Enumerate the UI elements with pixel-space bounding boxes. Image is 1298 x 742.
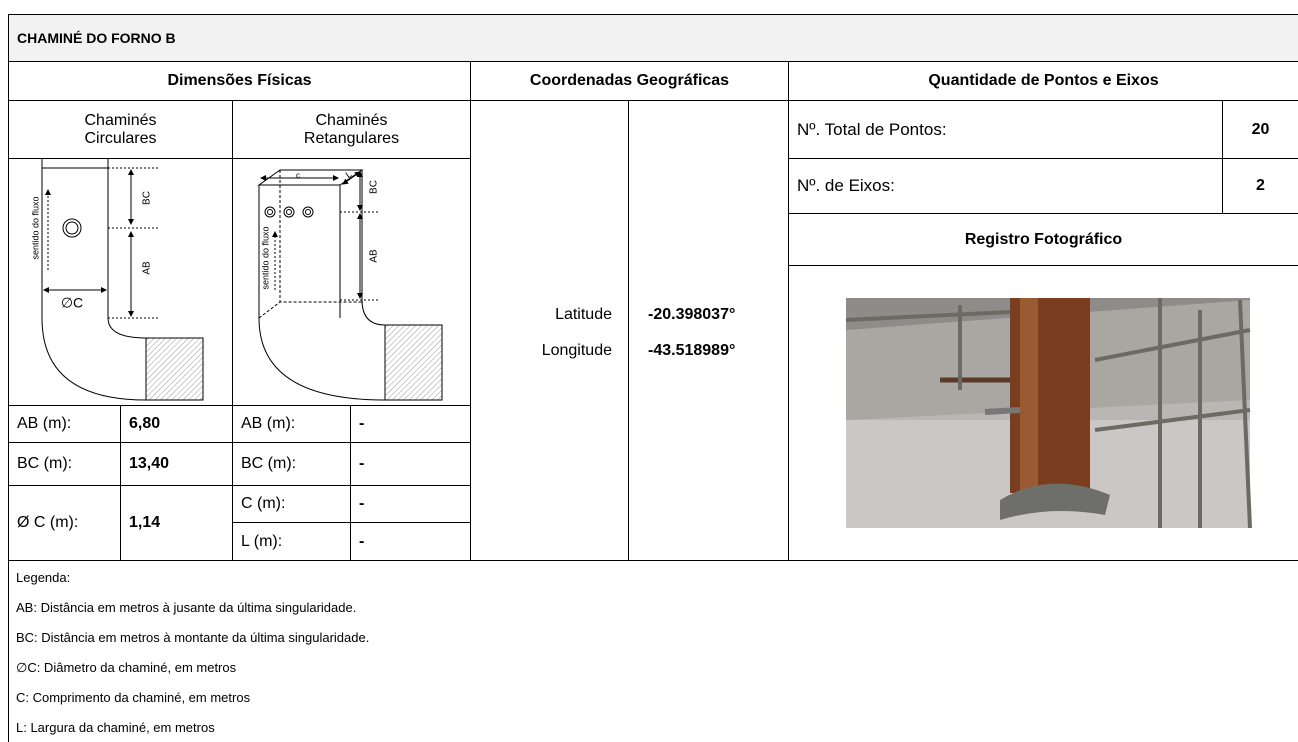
value-cell: 6,80 [120, 405, 233, 443]
value-cell-text: 20 [1251, 120, 1270, 138]
value-cell: 2 [1222, 158, 1298, 214]
label-cell: AB (m): [8, 405, 121, 443]
value-cell: 13,40 [120, 442, 233, 486]
legend-item-text: BC: Distância em metros à montante da úl… [16, 630, 370, 645]
value-cell-text: 13,40 [129, 455, 170, 472]
value-cell-text: 6,80 [129, 415, 161, 432]
value-cell-text: - [359, 495, 365, 512]
diagram-cell [232, 158, 471, 406]
coord-label-text: Longitude [541, 342, 612, 359]
title-text: CHAMINÉ DO FORNO B [17, 30, 176, 46]
coord-value: -43.518989° [648, 342, 735, 360]
coord-value-text: -43.518989° [648, 342, 736, 359]
coord-cell [470, 100, 629, 561]
label-cell-text: Nº. Total de Pontos: [797, 119, 947, 139]
value-cell: - [350, 442, 471, 486]
legend-box [8, 560, 1298, 742]
value-cell: 20 [1222, 100, 1298, 159]
label-cell-text: Nº. de Eixos: [797, 176, 895, 195]
label-cell-text: AB (m): [241, 415, 296, 432]
coord-label: Latitude [555, 306, 612, 324]
label-cell-text: C (m): [241, 495, 286, 512]
legend-item-text: C: Comprimento da chaminé, em metros [16, 690, 251, 705]
legend-item-text: AB: Distância em metros à jusante da últ… [16, 600, 357, 615]
coord-value: -20.398037° [648, 306, 735, 324]
coord-label: Longitude [542, 342, 612, 360]
coord-cell [628, 100, 789, 561]
value-cell: - [350, 522, 471, 561]
value-cell-text: 1,14 [129, 514, 161, 531]
label-cell: Ø C (m): [8, 485, 121, 561]
section-header: Dimensões Físicas [8, 61, 471, 101]
section-header: Quantidade de Pontos e Eixos [788, 61, 1298, 101]
title: CHAMINÉ DO FORNO B [8, 14, 1298, 62]
subheader: Chaminés Retangulares [232, 100, 471, 159]
legend-item: L: Largura da chaminé, em metros [16, 720, 215, 735]
label-cell: BC (m): [232, 442, 351, 486]
subheader-text: Chaminés Retangulares [303, 111, 400, 147]
value-cell: - [350, 405, 471, 443]
legend-item-text: L: Largura da chaminé, em metros [16, 720, 215, 735]
subheader: Chaminés Circulares [8, 100, 233, 159]
section-header-text: Quantidade de Pontos e Eixos [928, 72, 1159, 89]
label-cell: C (m): [232, 485, 351, 523]
legend-item-text: ∅C: Diâmetro da chaminé, em metros [16, 660, 237, 675]
value-cell: - [350, 485, 471, 523]
label-cell-text: BC (m): [241, 455, 297, 472]
legend-item: C: Comprimento da chaminé, em metros [16, 690, 250, 705]
section-header: Coordenadas Geográficas [470, 61, 789, 101]
label-cell-text: Ø C (m): [17, 514, 79, 531]
coord-label-text: Latitude [555, 306, 612, 323]
label-cell: Nº. de Eixos: [788, 158, 1223, 214]
legend-item: ∅C: Diâmetro da chaminé, em metros [16, 660, 236, 676]
value-cell-text: 2 [1256, 177, 1265, 194]
value-cell-text: - [359, 532, 365, 550]
section-header-text: Dimensões Físicas [167, 72, 312, 89]
label-cell: AB (m): [232, 405, 351, 443]
value-cell-text: - [359, 415, 365, 432]
section-header-text: Coordenadas Geográficas [529, 72, 730, 89]
subheader-text: Chaminés Circulares [84, 111, 157, 147]
photo-header-text: Registro Fotográfico [964, 230, 1123, 248]
coord-value-text: -20.398037° [648, 306, 736, 323]
legend-title-text: Legenda: [16, 570, 71, 585]
photo-cell [788, 265, 1298, 561]
legend-title: Legenda: [16, 570, 70, 585]
label-cell: L (m): [232, 522, 351, 561]
value-cell-text: - [359, 455, 365, 472]
label-cell-text: AB (m): [17, 415, 72, 432]
label-cell-text: BC (m): [17, 455, 73, 472]
legend-item: BC: Distância em metros à montante da úl… [16, 630, 369, 645]
diagram-cell [8, 158, 233, 406]
value-cell: 1,14 [120, 485, 233, 561]
photo-header: Registro Fotográfico [788, 213, 1298, 266]
label-cell: Nº. Total de Pontos: [788, 100, 1223, 159]
label-cell-text: L (m): [241, 532, 283, 550]
label-cell: BC (m): [8, 442, 121, 486]
legend-item: AB: Distância em metros à jusante da últ… [16, 600, 356, 615]
